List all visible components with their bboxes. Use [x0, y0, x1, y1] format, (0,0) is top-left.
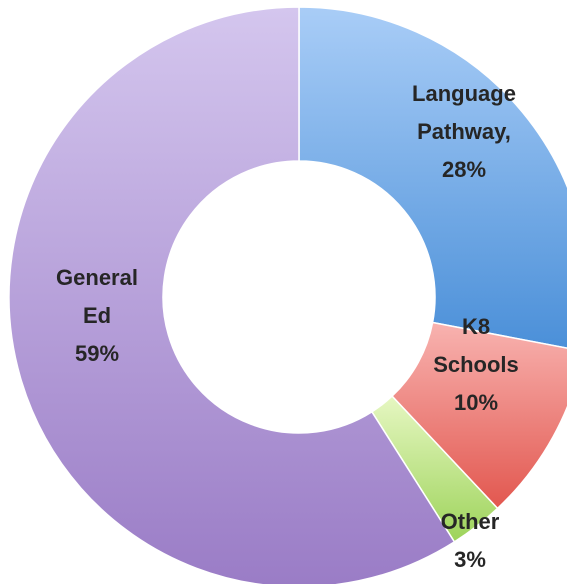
slice-label-k8-schools: 10%: [454, 390, 498, 415]
slice-label-k8-schools: Schools: [433, 352, 519, 377]
donut-slices: [8, 6, 567, 584]
slice-language-pathway: [298, 6, 567, 349]
slice-label-language-pathway: Pathway,: [417, 119, 511, 144]
slice-label-general-ed: 59%: [75, 341, 119, 366]
slice-label-other: 3%: [454, 547, 486, 572]
slice-label-language-pathway: Language: [412, 81, 516, 106]
slice-labels: Language Pathway, 28% K8 Schools 10% Other 3% Ge…: [56, 81, 519, 572]
slice-label-k8-schools: K8: [462, 314, 490, 339]
slice-label-general-ed: Ed: [83, 303, 111, 328]
slice-label-language-pathway: 28%: [442, 157, 486, 182]
slice-label-general-ed: General: [56, 265, 138, 290]
slice-label-other: Other: [441, 509, 500, 534]
slice-general-ed: [8, 6, 456, 584]
